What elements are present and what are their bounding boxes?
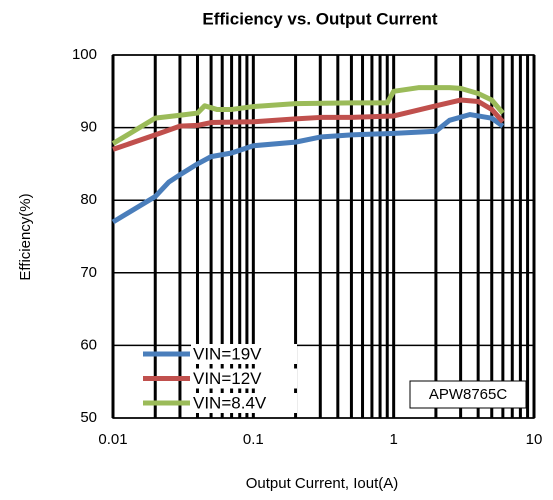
y-tick-label: 100	[72, 46, 97, 63]
line-series	[112, 97, 505, 152]
x-tick-label: 0.1	[243, 431, 264, 448]
legend-label: VIN=19V	[193, 344, 262, 363]
line-series	[111, 112, 505, 225]
annotation: APW8765C	[429, 386, 508, 403]
x-tick-label: 10	[526, 431, 543, 448]
x-axis-label: Output Current, Iout(A)	[246, 475, 399, 492]
y-tick-label: 80	[80, 191, 97, 208]
line-series	[111, 85, 505, 146]
y-tick-label: 60	[80, 336, 97, 353]
x-tick-label: 1	[389, 431, 397, 448]
annotation-box	[409, 380, 527, 409]
y-axis-label: Efficiency(%)	[17, 193, 34, 280]
legend-bg	[191, 393, 297, 413]
y-tick-label: 70	[80, 264, 97, 281]
legend-bg	[191, 368, 297, 389]
y-tick-label: 90	[80, 119, 97, 136]
y-tick-label: 50	[80, 409, 97, 426]
x-tick-label: 0.01	[98, 431, 127, 448]
legend-label: VIN=12V	[193, 369, 262, 388]
legend-label: VIN=8.4V	[193, 393, 267, 412]
plot-frame	[112, 54, 535, 419]
plot-area	[113, 55, 534, 418]
chart-title: Efficiency vs. Output Current	[202, 9, 438, 28]
legend-bg	[191, 344, 297, 364]
